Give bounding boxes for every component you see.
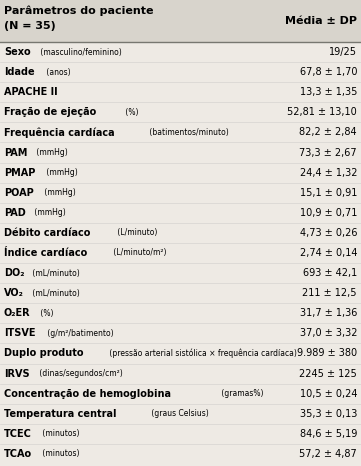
Text: Fração de ejeção: Fração de ejeção	[4, 107, 96, 117]
Text: (mmHg): (mmHg)	[42, 188, 76, 197]
Text: (dinas/segundos/cm²): (dinas/segundos/cm²)	[37, 369, 123, 378]
Text: ITSVE: ITSVE	[4, 329, 35, 338]
Text: POAP: POAP	[4, 188, 34, 198]
Text: 67,8 ± 1,70: 67,8 ± 1,70	[300, 67, 357, 77]
Text: Índice cardíaco: Índice cardíaco	[4, 248, 87, 258]
Text: PMAP: PMAP	[4, 168, 35, 178]
Text: APACHE II: APACHE II	[4, 87, 58, 97]
Text: (minutos): (minutos)	[40, 429, 79, 439]
Text: (graus Celsius): (graus Celsius)	[149, 409, 209, 418]
Text: (pressão arterial sistólica × frequência cardíaca): (pressão arterial sistólica × frequência…	[106, 349, 296, 358]
Text: 9.989 ± 380: 9.989 ± 380	[297, 349, 357, 358]
Text: 15,1 ± 0,91: 15,1 ± 0,91	[300, 188, 357, 198]
Text: (mmHg): (mmHg)	[34, 148, 68, 157]
Text: (gramas%): (gramas%)	[219, 389, 264, 398]
Text: 52,81 ± 13,10: 52,81 ± 13,10	[287, 107, 357, 117]
Text: (mL/minuto): (mL/minuto)	[30, 289, 79, 298]
Text: 57,2 ± 4,87: 57,2 ± 4,87	[299, 449, 357, 459]
Text: 10,9 ± 0,71: 10,9 ± 0,71	[300, 208, 357, 218]
Text: (minutos): (minutos)	[40, 449, 80, 459]
Text: Débito cardíaco: Débito cardíaco	[4, 228, 90, 238]
Text: 31,7 ± 1,36: 31,7 ± 1,36	[300, 308, 357, 318]
Text: 13,3 ± 1,35: 13,3 ± 1,35	[300, 87, 357, 97]
Text: (g/m²/batimento): (g/m²/batimento)	[45, 329, 113, 338]
Text: (batimentos/minuto): (batimentos/minuto)	[147, 128, 229, 137]
Text: 37,0 ± 3,32: 37,0 ± 3,32	[300, 329, 357, 338]
Text: Concentração de hemoglobina: Concentração de hemoglobina	[4, 389, 171, 399]
Text: 73,3 ± 2,67: 73,3 ± 2,67	[299, 148, 357, 158]
Text: Duplo produto: Duplo produto	[4, 349, 83, 358]
Text: (%): (%)	[38, 309, 54, 318]
Text: 693 ± 42,1: 693 ± 42,1	[303, 268, 357, 278]
Text: (masculino/feminino): (masculino/feminino)	[38, 48, 122, 56]
Text: (mmHg): (mmHg)	[44, 168, 78, 177]
Text: 211 ± 12,5: 211 ± 12,5	[303, 288, 357, 298]
Text: TCEC: TCEC	[4, 429, 32, 439]
Text: Média ± DP: Média ± DP	[285, 16, 357, 26]
Text: TCAo: TCAo	[4, 449, 32, 459]
Text: 24,4 ± 1,32: 24,4 ± 1,32	[300, 168, 357, 178]
Text: Temperatura central: Temperatura central	[4, 409, 117, 419]
Text: (L/minuto): (L/minuto)	[116, 228, 158, 237]
Text: 19/25: 19/25	[329, 47, 357, 57]
Text: 84,6 ± 5,19: 84,6 ± 5,19	[300, 429, 357, 439]
Text: (mmHg): (mmHg)	[32, 208, 66, 217]
Text: (N = 35): (N = 35)	[4, 21, 56, 31]
Text: 4,73 ± 0,26: 4,73 ± 0,26	[300, 228, 357, 238]
Text: VO₂: VO₂	[4, 288, 24, 298]
Text: (anos): (anos)	[44, 68, 70, 76]
Text: (%): (%)	[123, 108, 139, 117]
Text: O₂ER: O₂ER	[4, 308, 31, 318]
Text: Sexo: Sexo	[4, 47, 31, 57]
Text: 35,3 ± 0,13: 35,3 ± 0,13	[300, 409, 357, 419]
Text: Frequência cardíaca: Frequência cardíaca	[4, 127, 115, 137]
Text: 10,5 ± 0,24: 10,5 ± 0,24	[300, 389, 357, 399]
Text: 2,74 ± 0,14: 2,74 ± 0,14	[300, 248, 357, 258]
Text: PAD: PAD	[4, 208, 26, 218]
Bar	[0, 0, 361, 42]
Text: Parâmetros do paciente: Parâmetros do paciente	[4, 5, 153, 15]
Text: 2245 ± 125: 2245 ± 125	[299, 369, 357, 378]
Text: PAM: PAM	[4, 148, 27, 158]
Text: DO₂: DO₂	[4, 268, 25, 278]
Text: (L/minuto/m²): (L/minuto/m²)	[112, 248, 167, 258]
Text: 82,2 ± 2,84: 82,2 ± 2,84	[299, 127, 357, 137]
Text: (mL/minuto): (mL/minuto)	[30, 268, 80, 278]
Text: Idade: Idade	[4, 67, 35, 77]
Text: IRVS: IRVS	[4, 369, 30, 378]
